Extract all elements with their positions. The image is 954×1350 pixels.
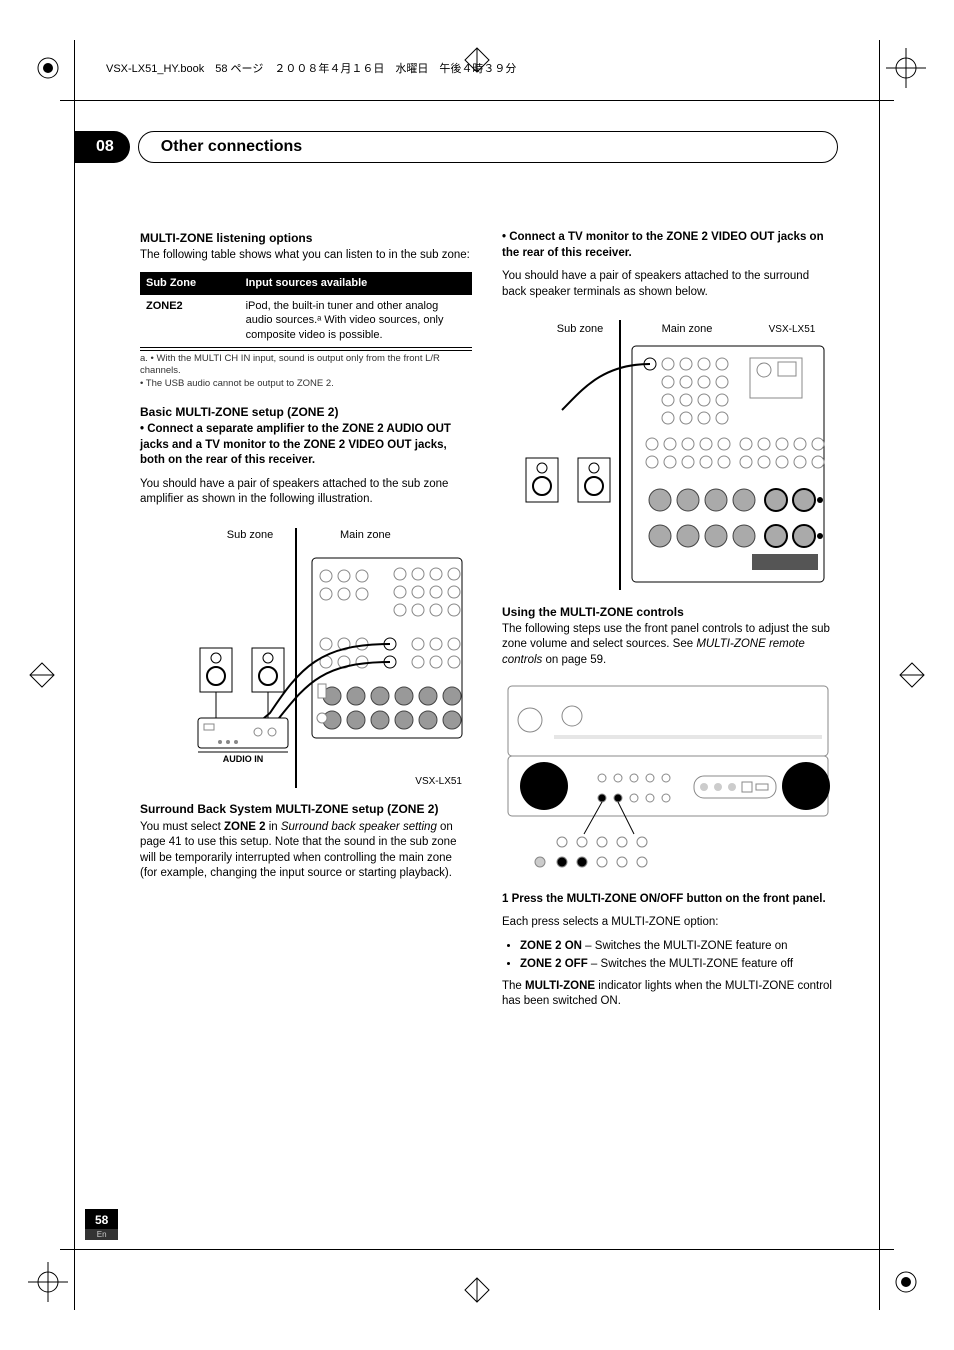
registration-mark-icon (892, 655, 932, 695)
registration-mark-icon (886, 1262, 926, 1302)
bold-step: • Connect a TV monitor to the ZONE 2 VID… (502, 230, 834, 261)
chapter-number: 08 (74, 131, 130, 163)
list-item: ZONE 2 OFF – Switches the MULTI-ZONE fea… (520, 957, 834, 973)
speaker-icon (578, 458, 610, 502)
speaker-icon (252, 648, 284, 692)
paragraph: The following steps use the front panel … (502, 622, 834, 669)
list-item: ZONE 2 ON – Switches the MULTI-ZONE feat… (520, 939, 834, 955)
page-number-badge: 58 En (85, 1209, 118, 1240)
heading-using-controls: Using the MULTI-ZONE controls (502, 604, 834, 620)
paragraph: You should have a pair of speakers attac… (502, 269, 834, 300)
crop-line (879, 40, 880, 1310)
figure-front-panel (502, 678, 834, 884)
model-label: VSX-LX51 (415, 776, 462, 787)
options-list: ZONE 2 ON – Switches the MULTI-ZONE feat… (520, 939, 834, 973)
table-cell: ZONE2 (140, 295, 240, 348)
table-cell: iPod, the built-in tuner and other analo… (240, 295, 472, 348)
table-header: Input sources available (240, 272, 472, 295)
model-label: VSX-LX51 (769, 324, 816, 335)
paragraph: You must select ZONE 2 in Surround back … (140, 820, 472, 882)
paragraph: Each press selects a MULTI-ZONE option: (502, 915, 834, 931)
label-subzone: Sub zone (557, 323, 603, 335)
chapter-tab: 08 Other connections (74, 130, 838, 164)
label-subzone: Sub zone (227, 529, 273, 541)
page-number: 58 (95, 1213, 108, 1227)
sources-table: Sub Zone Input sources available ZONE2 i… (140, 272, 472, 348)
crop-line (60, 100, 894, 101)
chapter-title: Other connections (138, 131, 838, 163)
speaker-icon (200, 648, 232, 692)
table-header: Sub Zone (140, 272, 240, 295)
registration-mark-icon (28, 1262, 68, 1302)
print-header-line: VSX-LX51_HY.book 58 ページ ２００８年４月１６日 水曜日 午… (106, 60, 516, 76)
label-mainzone: Main zone (662, 323, 713, 335)
left-column: MULTI-ZONE listening options The followi… (140, 230, 472, 1018)
figure-sb-setup: Sub zone Main zone VSX-LX51 (502, 310, 834, 596)
registration-mark-icon (28, 48, 68, 88)
table-footnote: a. • With the MULTI CH IN input, sound i… (140, 350, 472, 390)
bold-step: • Connect a separate amplifier to the ZO… (140, 422, 472, 469)
label-mainzone: Main zone (340, 529, 391, 541)
step-heading: 1 Press the MULTI-ZONE ON/OFF button on … (502, 892, 834, 908)
paragraph: The following table shows what you can l… (140, 248, 472, 264)
right-column: • Connect a TV monitor to the ZONE 2 VID… (502, 230, 834, 1018)
figure-basic-setup: Sub zone Main zone (140, 518, 472, 794)
heading-surround-back: Surround Back System MULTI-ZONE setup (Z… (140, 801, 472, 817)
registration-mark-icon (457, 1270, 497, 1310)
paragraph: You should have a pair of speakers attac… (140, 477, 472, 508)
crop-line (74, 40, 75, 1310)
heading-basic-setup: Basic MULTI-ZONE setup (ZONE 2) (140, 404, 472, 420)
speaker-icon (526, 458, 558, 502)
registration-mark-icon (22, 655, 62, 695)
label-audio-in: AUDIO IN (223, 754, 264, 764)
heading-listening-options: MULTI-ZONE listening options (140, 230, 472, 246)
registration-mark-icon (886, 48, 926, 88)
crop-line (60, 1249, 894, 1250)
page-lang: En (85, 1229, 118, 1240)
paragraph: The MULTI-ZONE indicator lights when the… (502, 979, 834, 1010)
